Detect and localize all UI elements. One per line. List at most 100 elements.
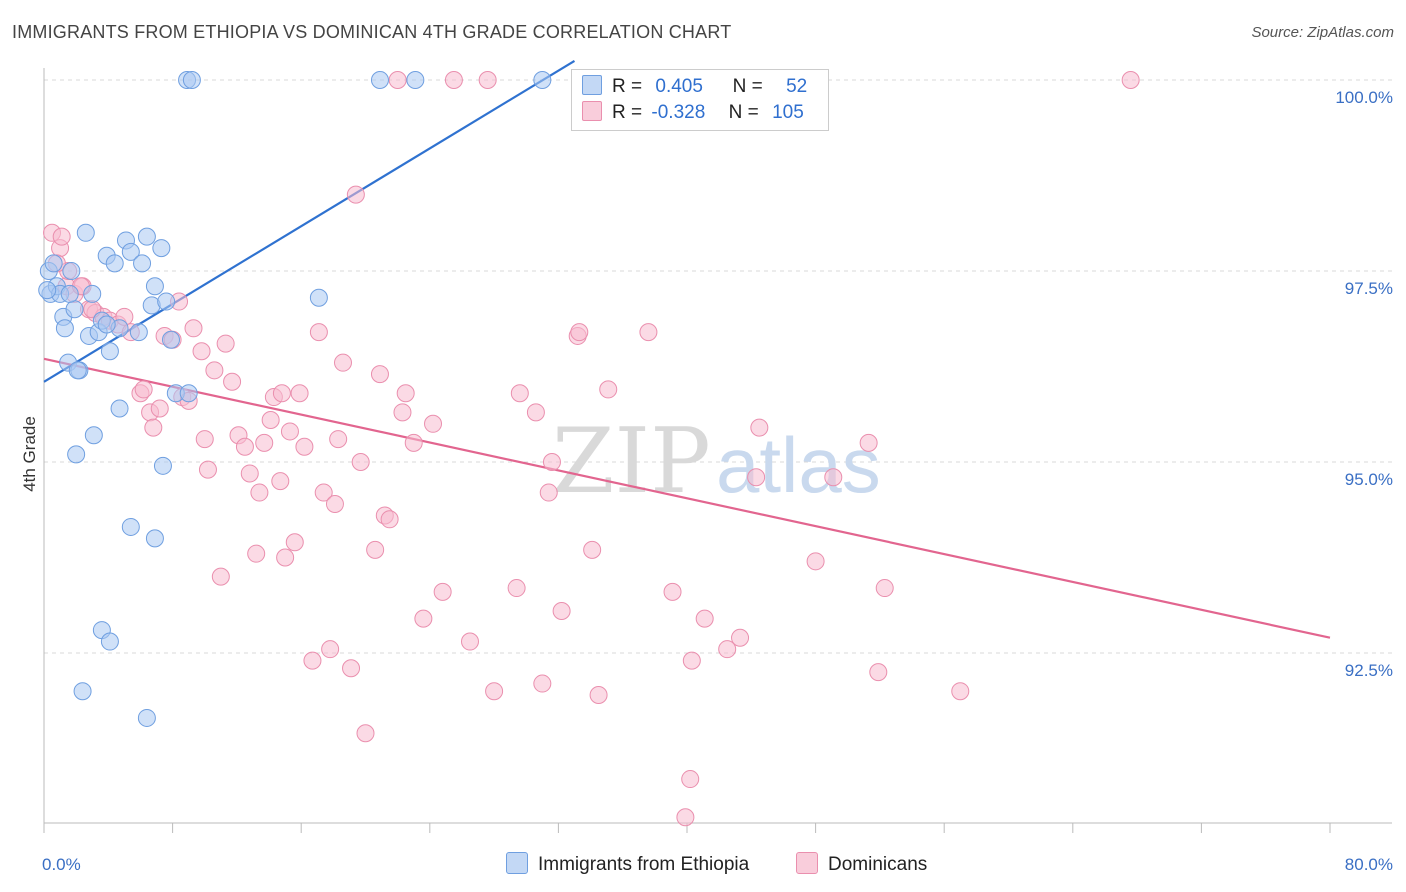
dominican-point: [639, 323, 658, 342]
legend-swatch-blue: [506, 852, 528, 874]
dominican-point: [731, 628, 750, 647]
ethiopia-point: [137, 227, 156, 246]
watermark-atlas: atlas: [716, 421, 881, 509]
source-credit: Source: ZipAtlas.com: [1251, 24, 1394, 41]
axis-labels: 100.0% 97.5% 95.0% 92.5% 0.0% 80.0% 4th Grade: [20, 88, 1393, 874]
legend-r-label: R =: [612, 102, 643, 123]
ethiopia-point: [65, 300, 84, 319]
ethiopia-point: [157, 292, 176, 311]
dominican-point: [806, 552, 825, 571]
dominican-point: [875, 579, 894, 598]
dominican-point: [370, 365, 389, 384]
dominican-point: [223, 372, 242, 391]
ethiopia-point: [100, 632, 119, 651]
ethiopia-point: [68, 361, 87, 380]
legend-r-value: -0.328: [651, 102, 706, 123]
dominican-point: [247, 544, 266, 563]
dominican-point: [198, 460, 217, 479]
y-tick-label: 92.5%: [1345, 661, 1393, 680]
dominican-point: [240, 464, 259, 483]
ethiopia-point: [97, 315, 116, 334]
ethiopia-point: [121, 242, 140, 261]
trend-lines: [43, 59, 1331, 639]
dominican-point: [542, 453, 561, 471]
dominican-point: [539, 483, 558, 502]
legend-swatch-blue: [582, 75, 602, 95]
dominican-point: [314, 483, 333, 502]
legend-row-ethiopia: R = 0.405 N = 52: [582, 75, 807, 101]
ethiopia-point: [62, 262, 81, 280]
dominican-point: [295, 437, 314, 456]
dominican-point: [351, 453, 370, 471]
dominican-point: [589, 686, 608, 705]
ethiopia-point: [129, 323, 148, 342]
dominican-point: [250, 483, 269, 502]
dominican-point: [404, 433, 423, 452]
dominican-point: [570, 323, 589, 342]
ethiopia-point: [84, 426, 103, 445]
ethiopia-point: [73, 682, 92, 701]
ethiopia-point: [76, 223, 95, 242]
ethiopia-point: [100, 342, 119, 361]
dominican-point: [134, 380, 153, 399]
dominican-point: [280, 422, 299, 441]
dominican-point: [718, 640, 737, 659]
watermark-zip: ZIP: [552, 409, 711, 514]
dominican-point: [951, 682, 970, 701]
dominican-point: [396, 384, 415, 403]
dominican-point: [424, 414, 443, 433]
correlation-legend: R = 0.405 N = 52 R = -0.328 N = 105: [571, 69, 829, 131]
legend-label-dominicans: Dominicans: [828, 854, 928, 875]
dominican-point: [303, 651, 322, 670]
dominican-point: [290, 384, 309, 403]
dominican-point: [235, 437, 254, 456]
ethiopia-point: [121, 517, 140, 536]
dominican-point: [261, 410, 280, 429]
ethiopia-point: [83, 284, 102, 303]
y-axis-label: 4th Grade: [20, 416, 39, 492]
dominican-point: [285, 533, 304, 552]
dominican-point: [205, 361, 224, 380]
x-tick-label: 80.0%: [1345, 855, 1393, 874]
dominican-point: [676, 808, 695, 827]
dominican-point: [342, 659, 361, 678]
ethiopia-point: [145, 529, 164, 548]
ethiopia-point: [67, 445, 86, 464]
ethiopia-point: [182, 71, 201, 89]
legend-swatch-pink: [796, 852, 818, 874]
dominican-point: [681, 770, 700, 789]
dominican-point: [388, 71, 407, 89]
dominican-point: [414, 609, 433, 628]
legend-n-label: N =: [732, 76, 763, 97]
y-tick-label: 100.0%: [1335, 88, 1393, 107]
dominican-point: [526, 403, 545, 422]
dominican-point: [144, 418, 163, 437]
data-points: [38, 71, 1140, 827]
ethiopia-point: [137, 708, 156, 727]
dominican-point: [747, 468, 766, 487]
dominican-trend-line: [43, 357, 1331, 639]
x-tick-label: 0.0%: [42, 855, 81, 874]
ethiopia-point: [153, 456, 172, 475]
ethiopia-point: [161, 330, 180, 349]
dominican-point: [583, 540, 602, 559]
dominican-point: [510, 384, 529, 403]
dominican-point: [750, 418, 769, 437]
legend-swatch-pink: [582, 101, 602, 121]
y-tick-label: 95.0%: [1345, 470, 1393, 489]
legend-n-label: N =: [728, 102, 759, 123]
legend-item-ethiopia: Immigrants from Ethiopia: [506, 852, 749, 876]
ethiopia-point: [44, 254, 63, 273]
dominican-point: [321, 640, 340, 659]
dominican-point: [682, 651, 701, 670]
dominican-point: [599, 380, 618, 399]
dominican-point: [272, 384, 291, 403]
dominican-point: [1121, 71, 1140, 89]
dominican-point: [460, 632, 479, 651]
dominican-point: [255, 433, 274, 452]
dominican-point: [366, 540, 385, 559]
dominican-point: [663, 582, 682, 601]
gridlines: [44, 79, 1392, 654]
ethiopia-point: [406, 71, 425, 89]
